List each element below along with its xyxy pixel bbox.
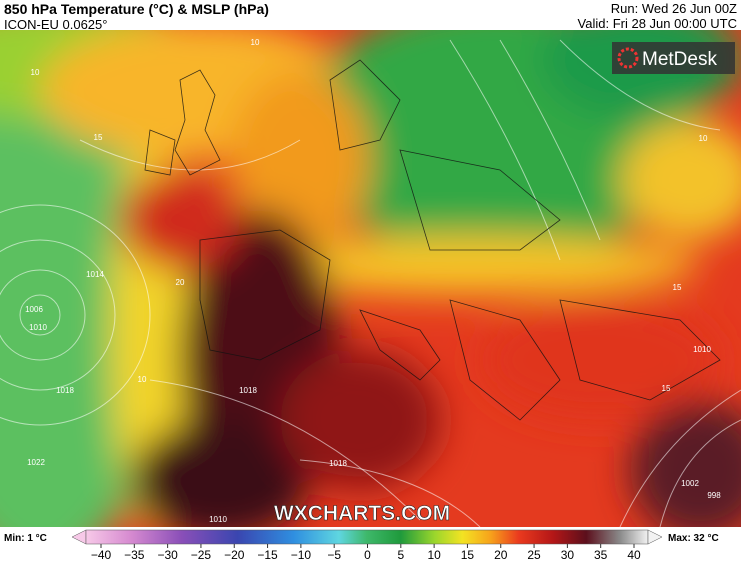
colorbar-tick-label: 40 — [627, 548, 641, 562]
colorbar-tick-label: 5 — [397, 548, 404, 562]
contour-label: 1022 — [27, 458, 45, 467]
colorbar-tick-label: −5 — [327, 548, 341, 562]
contour-label: 1018 — [239, 386, 257, 395]
model: ICON-EU 0.0625° — [4, 17, 107, 32]
colorbar-tick-label: 10 — [427, 548, 441, 562]
contour-label: 10 — [699, 134, 708, 143]
logo-icon — [617, 47, 639, 69]
colorbar-tick-label: 15 — [461, 548, 475, 562]
logo-box — [612, 42, 735, 74]
colorbar-tick-label: −40 — [91, 548, 112, 562]
colorbar-tick-label: −25 — [191, 548, 212, 562]
contour-label: 15 — [662, 384, 671, 393]
colorbar-tick-label: −30 — [157, 548, 178, 562]
title: 850 hPa Temperature (°C) & MSLP (hPa) — [4, 1, 269, 17]
contour-label: 10 — [138, 375, 147, 384]
colorbar-tick-label: −15 — [257, 548, 278, 562]
logo: MetDesk — [642, 49, 717, 70]
colorbar-tick-label: 35 — [594, 548, 608, 562]
colorbar-tick-label: −20 — [224, 548, 245, 562]
colorbar-tick-label: 25 — [527, 548, 541, 562]
colorbar-tick-label: −35 — [124, 548, 145, 562]
contour-label: 10 — [251, 38, 260, 47]
colorbar-tick-label: 0 — [364, 548, 371, 562]
contour-label: 998 — [707, 491, 721, 500]
contour-label: 1010 — [29, 323, 47, 332]
contour-label: 1018 — [329, 459, 347, 468]
valid-time: Valid: Fri 28 Jun 00:00 UTC — [578, 16, 737, 31]
contour-label: 1010 — [693, 345, 711, 354]
contour-label: 1018 — [56, 386, 74, 395]
contour-label: 1002 — [681, 479, 699, 488]
watermark: WXCHARTS.COM — [274, 502, 450, 525]
contour-label: 15 — [673, 283, 682, 292]
contour-label: 1006 — [25, 305, 43, 314]
colorbar-arrow-right — [647, 529, 663, 545]
colorbar-tick-label: 20 — [494, 548, 508, 562]
colorbar-tick-label: 30 — [561, 548, 575, 562]
max-label: Max: 32 °C — [668, 533, 719, 544]
run-time: Run: Wed 26 Jun 00Z — [611, 1, 737, 16]
contour-label: 1014 — [86, 270, 104, 279]
contour-label: 15 — [94, 133, 103, 142]
contour-label: 1010 — [209, 515, 227, 524]
colorbar-tick-label: −10 — [291, 548, 312, 562]
contour-label: 10 — [31, 68, 40, 77]
colorbar — [85, 529, 649, 545]
min-label: Min: 1 °C — [4, 533, 47, 544]
contour-label: 20 — [176, 278, 185, 287]
